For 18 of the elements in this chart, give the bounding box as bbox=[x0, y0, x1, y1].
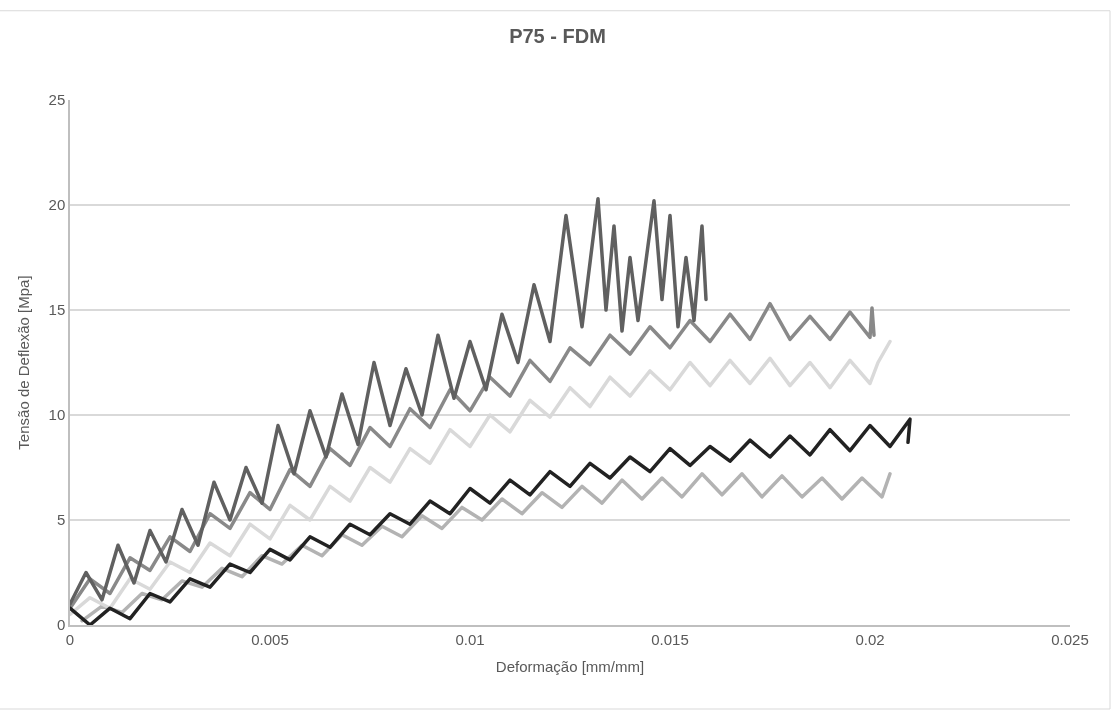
y-tick-label: 15 bbox=[48, 301, 66, 319]
line-series bbox=[80, 472, 892, 623]
line-series bbox=[70, 301, 876, 610]
x-tick-label: 0.015 bbox=[651, 630, 689, 648]
x-tick-label: 0.01 bbox=[455, 630, 485, 648]
y-tick-label: 20 bbox=[48, 196, 66, 214]
x-axis-title: Deformação [mm/mm] bbox=[495, 658, 645, 676]
line-series bbox=[70, 417, 912, 625]
y-tick-label: 10 bbox=[48, 406, 66, 424]
x-tick-label: 0.025 bbox=[1051, 630, 1089, 648]
line-series bbox=[70, 196, 708, 606]
y-tick-label: 0 bbox=[56, 616, 66, 634]
chart-title: P75 - FDM bbox=[509, 25, 606, 47]
y-axis-title: Tensão de Deflexão [Mpa] bbox=[15, 275, 33, 450]
y-tick-label: 25 bbox=[48, 91, 66, 109]
x-tick-label: 0.02 bbox=[855, 630, 885, 648]
x-tick-label: 0.005 bbox=[251, 630, 289, 648]
y-tick-label: 5 bbox=[56, 511, 66, 529]
